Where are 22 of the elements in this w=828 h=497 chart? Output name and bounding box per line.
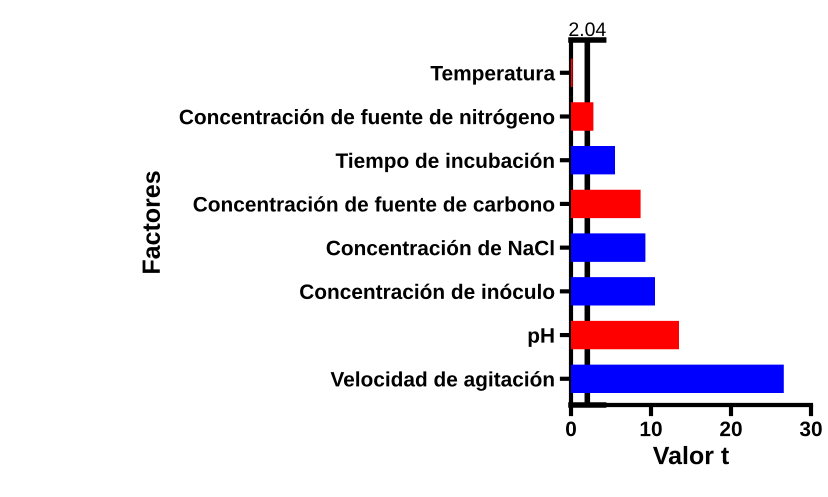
bar — [571, 190, 641, 218]
x-axis-title: Valor t — [652, 446, 729, 464]
x-tick-label: 30 — [800, 422, 822, 436]
bar — [571, 233, 646, 262]
bar — [571, 320, 679, 350]
bar — [571, 102, 594, 131]
x-tick-label: 10 — [640, 422, 662, 436]
y-axis-title: Factores — [142, 171, 160, 273]
ref-line-label: 2.04 — [569, 22, 606, 36]
bar — [571, 277, 655, 306]
y-tick-label: Concentración de fuente de carbono — [194, 196, 554, 212]
y-tick-label: Concentración de NaCl — [326, 240, 554, 256]
y-tick-label: Tiempo de incubación — [336, 152, 554, 172]
y-tick-label: Concentración de fuente de nitrógeno — [180, 108, 554, 129]
y-tick-label: pH — [528, 328, 554, 347]
bar — [571, 146, 615, 174]
y-tick-label: Velocidad de agitación — [330, 371, 554, 391]
y-tick-label: Temperatura — [430, 66, 556, 85]
bar — [571, 364, 784, 393]
x-tick-label: 0 — [566, 422, 576, 436]
x-tick-label: 20 — [720, 422, 742, 436]
y-tick-label: Concentración de inóculo — [300, 284, 554, 300]
